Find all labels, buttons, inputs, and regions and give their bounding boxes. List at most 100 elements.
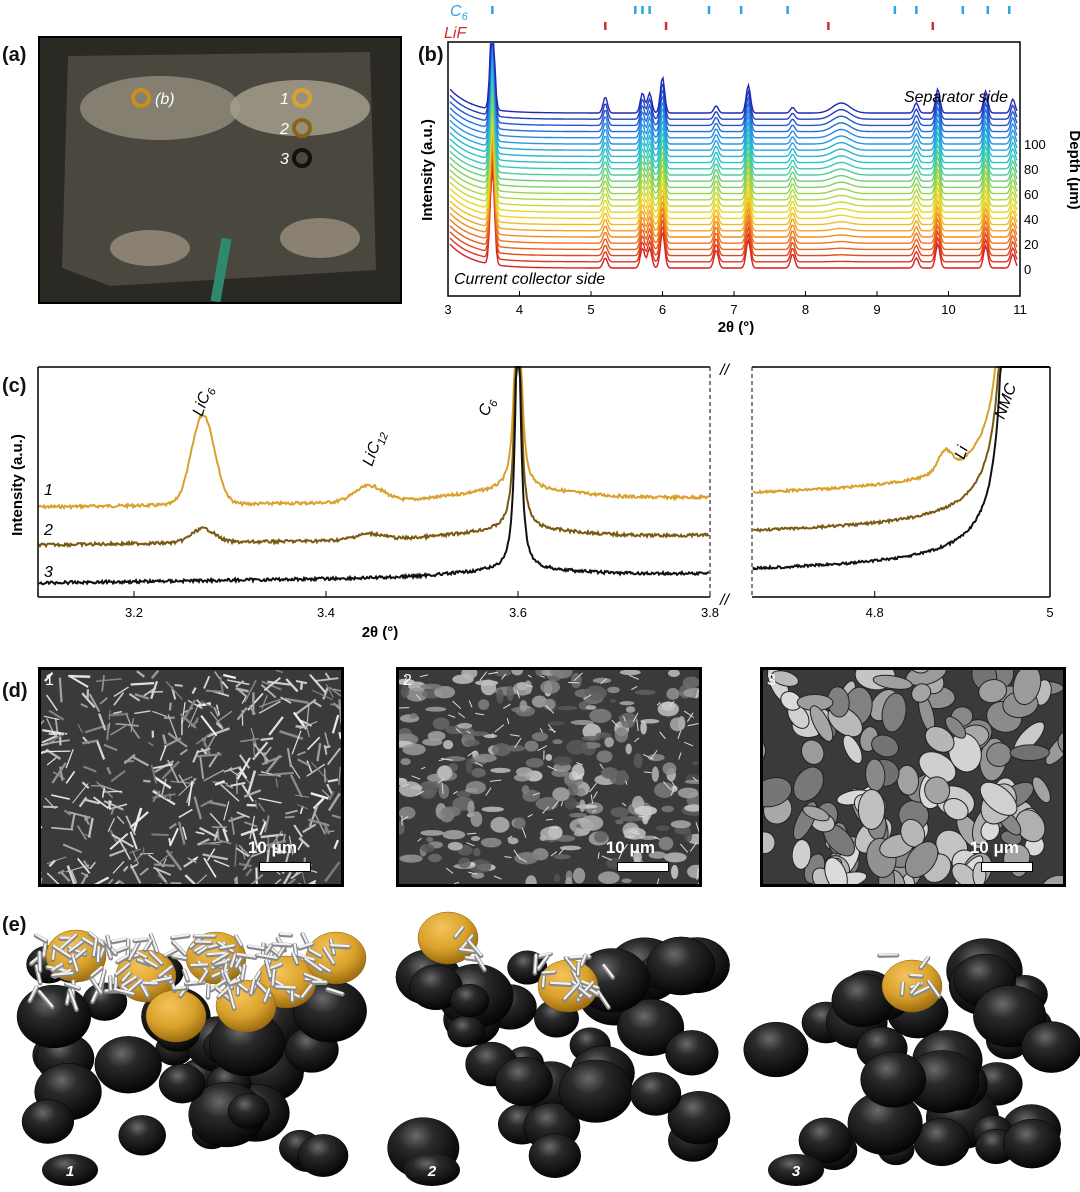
x-tick-label: 3.2	[125, 605, 143, 620]
series-label-3: 3	[44, 564, 53, 581]
depth-curve	[449, 43, 1018, 139]
sem-image-1: 1 10 μm	[38, 667, 344, 887]
depth-curve	[449, 164, 1018, 263]
depth-tick-label: 100	[1024, 137, 1046, 152]
graphite-particle	[16, 984, 92, 1049]
peak-label-li: Li	[952, 443, 972, 461]
x-tick-label: 10	[941, 302, 955, 317]
x-tick-label: 3.4	[317, 605, 335, 620]
x-tick-label: 3.6	[509, 605, 527, 620]
depth-curve	[449, 127, 1018, 226]
annotation-collector-side: Current collector side	[454, 271, 605, 288]
graphite-particle	[798, 1117, 853, 1164]
electrode-photo: (b) 1 2 3	[38, 36, 402, 304]
schematic-3-label: 3	[792, 1163, 801, 1180]
sem-number: 3	[767, 672, 776, 689]
x-tick-label: 8	[802, 302, 809, 317]
sem-number: 2	[403, 672, 412, 689]
x-tick-label: 11	[1013, 302, 1027, 317]
depth-curve	[449, 151, 1018, 251]
depth-curve	[449, 41, 1018, 133]
sem-number: 1	[45, 672, 54, 689]
depth-curve	[449, 77, 1018, 176]
series-curve-right	[752, 366, 1049, 571]
lif-marker-label: LiF	[444, 25, 467, 42]
graphite-particle	[450, 983, 490, 1018]
graphite-particle	[118, 1115, 166, 1156]
depth-axis-label: Depth (μm)	[1066, 130, 1080, 209]
scale-bar	[981, 862, 1033, 872]
x-tick-label: 9	[873, 302, 880, 317]
graphite-particle	[617, 998, 685, 1057]
depth-curve	[449, 96, 1018, 195]
depth-curve	[449, 89, 1018, 189]
x-axis-label: 2θ (°)	[718, 319, 755, 336]
scale-bar-label: 10 μm	[605, 838, 655, 857]
depth-curve	[449, 43, 1018, 114]
depth-tick-label: 80	[1024, 162, 1038, 177]
x-axis-label-c: 2θ (°)	[362, 624, 399, 641]
graphite-particle	[630, 1072, 682, 1116]
depth-tick-label: 20	[1024, 237, 1038, 252]
graphite-particle	[860, 1051, 927, 1108]
depth-curve	[449, 43, 1018, 120]
spot-b	[131, 88, 151, 108]
graphite-particle	[667, 1091, 731, 1145]
x-tick-label: 3	[444, 302, 451, 317]
plating-schematics: 1 2 3	[16, 911, 1080, 1186]
x-tick-label: 4.8	[866, 605, 884, 620]
graphite-particle	[495, 1056, 553, 1107]
graphite-particle	[1002, 1118, 1061, 1169]
depth-curve	[449, 52, 1018, 151]
peak-label-lic6: LiC6	[190, 383, 219, 419]
spot-3-label: 3	[280, 151, 289, 168]
scale-bar	[617, 862, 669, 872]
y-axis-label-c: Intensity (a.u.)	[9, 434, 26, 536]
peak-label-lic12: LiC12	[360, 428, 391, 469]
x-tick-label: 6	[659, 302, 666, 317]
peak-label-c6: C6	[476, 395, 501, 419]
schematic-2-badge	[404, 1154, 460, 1186]
panel-label-c: (c)	[2, 375, 27, 397]
panel-label-e: (e)	[2, 914, 27, 936]
sem-image-3: 3 10 μm	[760, 667, 1066, 887]
series-label-1: 1	[44, 482, 53, 499]
scale-bar-label: 10 μm	[969, 838, 1019, 857]
spot-3	[292, 148, 312, 168]
series-curve-left	[38, 366, 710, 549]
xrd-depth-chart: 3 4 5 6 7 8 9 10 11 0 20 40 60 80 100 2θ (°) Intensit…	[419, 3, 1080, 336]
spot-b-label: (b)	[155, 91, 175, 108]
depth-curve	[449, 139, 1018, 238]
scale-bar	[259, 862, 311, 872]
sem-image-2: 2 10 μm	[396, 667, 702, 887]
graphite-particle	[227, 1093, 270, 1129]
annotation-separator-side: Separator side	[904, 89, 1008, 106]
graphite-particle	[447, 1015, 485, 1048]
depth-curve	[449, 133, 1018, 232]
depth-tick-label: 0	[1024, 262, 1031, 277]
lithium-particle	[305, 931, 367, 985]
x-tick-label: 5	[1046, 605, 1053, 620]
x-tick-label: 4	[516, 302, 523, 317]
graphite-particle	[298, 1134, 349, 1177]
depth-tick-label: 60	[1024, 187, 1038, 202]
depth-curve	[449, 108, 1018, 207]
series-curve-left	[38, 366, 710, 511]
graphite-particle	[743, 1021, 809, 1078]
c6-marker-label: C6	[450, 3, 469, 23]
depth-tick-label: 40	[1024, 212, 1038, 227]
series-label-2: 2	[43, 522, 53, 539]
y-axis-label: Intensity (a.u.)	[419, 119, 436, 221]
scale-bar-label: 10 μm	[247, 838, 297, 857]
spot-2	[292, 118, 312, 138]
spot-2-label: 2	[279, 121, 289, 138]
peak-label-nmc: NMC	[992, 381, 1021, 421]
schematic-1-label: 1	[66, 1163, 74, 1180]
graphite-particle	[21, 1099, 75, 1144]
depth-curve	[449, 158, 1018, 257]
axis-break-bottom: //	[719, 592, 730, 609]
depth-curve	[449, 120, 1018, 220]
depth-curve	[449, 43, 1018, 127]
spot-1	[292, 88, 312, 108]
x-tick-label: 5	[587, 302, 594, 317]
